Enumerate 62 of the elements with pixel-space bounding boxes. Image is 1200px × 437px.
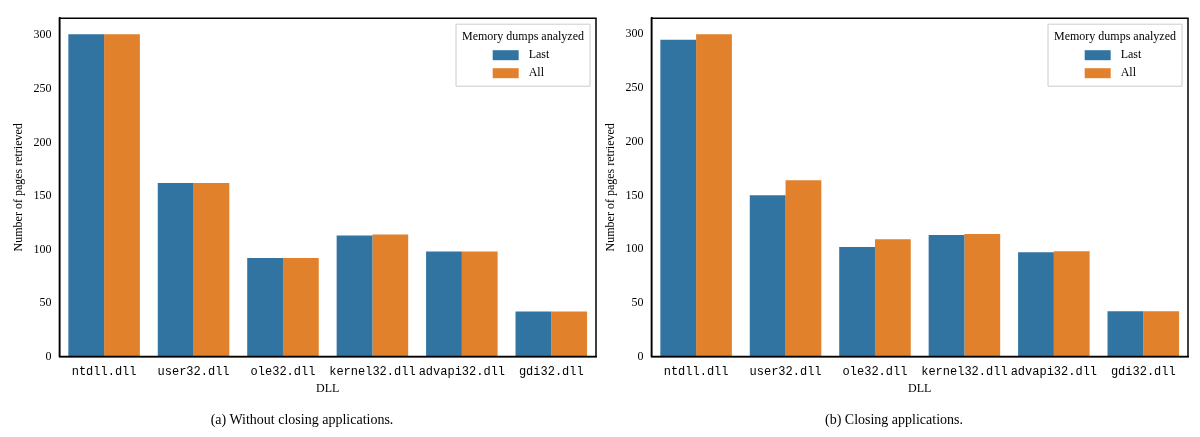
- y-tick-label: 50: [39, 295, 52, 310]
- x-tick-label: ole32.dll: [842, 364, 908, 379]
- y-tick-label: 100: [625, 241, 644, 256]
- bar: [1107, 311, 1144, 357]
- y-tick-label: 100: [33, 241, 52, 256]
- bar: [839, 246, 875, 357]
- bar: [964, 234, 1001, 357]
- bar: [749, 195, 786, 357]
- bar: [1143, 311, 1180, 357]
- bar: [928, 235, 965, 357]
- y-tick-label: 300: [33, 27, 52, 42]
- x-axis-title: DLL: [908, 381, 932, 396]
- x-tick-label: user32.dll: [749, 364, 822, 379]
- bar: [515, 311, 552, 357]
- bar: [1053, 251, 1090, 357]
- x-tick-label: ole32.dll: [250, 364, 316, 379]
- bar: [785, 180, 822, 357]
- bar: [68, 34, 105, 357]
- legend-title: Memory dumps analyzed: [462, 29, 584, 44]
- bar: [157, 183, 194, 357]
- bar: [193, 183, 230, 357]
- bar: [1018, 252, 1054, 357]
- text: (b) Closing applications.: [824, 412, 964, 429]
- x-tick-label: advapi32.dll: [1010, 364, 1098, 379]
- x-tick-label: gdi32.dll: [1110, 364, 1176, 379]
- x-tick-label: kernel32.dll: [921, 364, 1008, 379]
- bar: [696, 34, 732, 357]
- x-tick-label: ntdll.dll: [71, 364, 137, 379]
- x-tick-label: gdi32.dll: [518, 364, 584, 379]
- bar: [660, 39, 697, 357]
- y-axis-title: Number of pages retrieved: [603, 123, 618, 252]
- bar: [874, 239, 911, 357]
- x-tick-label: user32.dll: [157, 364, 230, 379]
- legend-label: All: [528, 65, 545, 80]
- y-tick-label: 0: [637, 348, 644, 363]
- y-tick-label: 0: [45, 348, 52, 363]
- bar: [104, 34, 140, 357]
- y-tick-label: 200: [33, 134, 52, 149]
- legend-title: Memory dumps analyzed: [1054, 29, 1176, 44]
- legend-label: All: [1120, 65, 1137, 80]
- bar: [426, 251, 462, 357]
- x-tick-label: ntdll.dll: [663, 364, 729, 379]
- text: (a) Without closing applications.: [210, 412, 394, 429]
- y-tick-label: 250: [625, 80, 644, 95]
- bar: [336, 235, 373, 357]
- bar: [461, 251, 498, 357]
- bar: [372, 234, 409, 357]
- y-tick-label: 50: [631, 294, 644, 309]
- x-axis-title: DLL: [316, 381, 340, 396]
- y-tick-label: 250: [33, 80, 52, 95]
- y-axis-title: Number of pages retrieved: [11, 123, 26, 252]
- legend-label: Last: [528, 47, 551, 62]
- y-tick-label: 150: [625, 187, 644, 202]
- bar: [551, 311, 588, 357]
- y-tick-label: 150: [33, 188, 52, 203]
- y-tick-label: 300: [625, 26, 644, 41]
- bar: [247, 257, 283, 357]
- y-tick-label: 200: [625, 133, 644, 148]
- x-tick-label: kernel32.dll: [329, 364, 416, 379]
- bar: [282, 257, 319, 357]
- legend-label: Last: [1120, 47, 1143, 62]
- x-tick-label: advapi32.dll: [418, 364, 506, 379]
